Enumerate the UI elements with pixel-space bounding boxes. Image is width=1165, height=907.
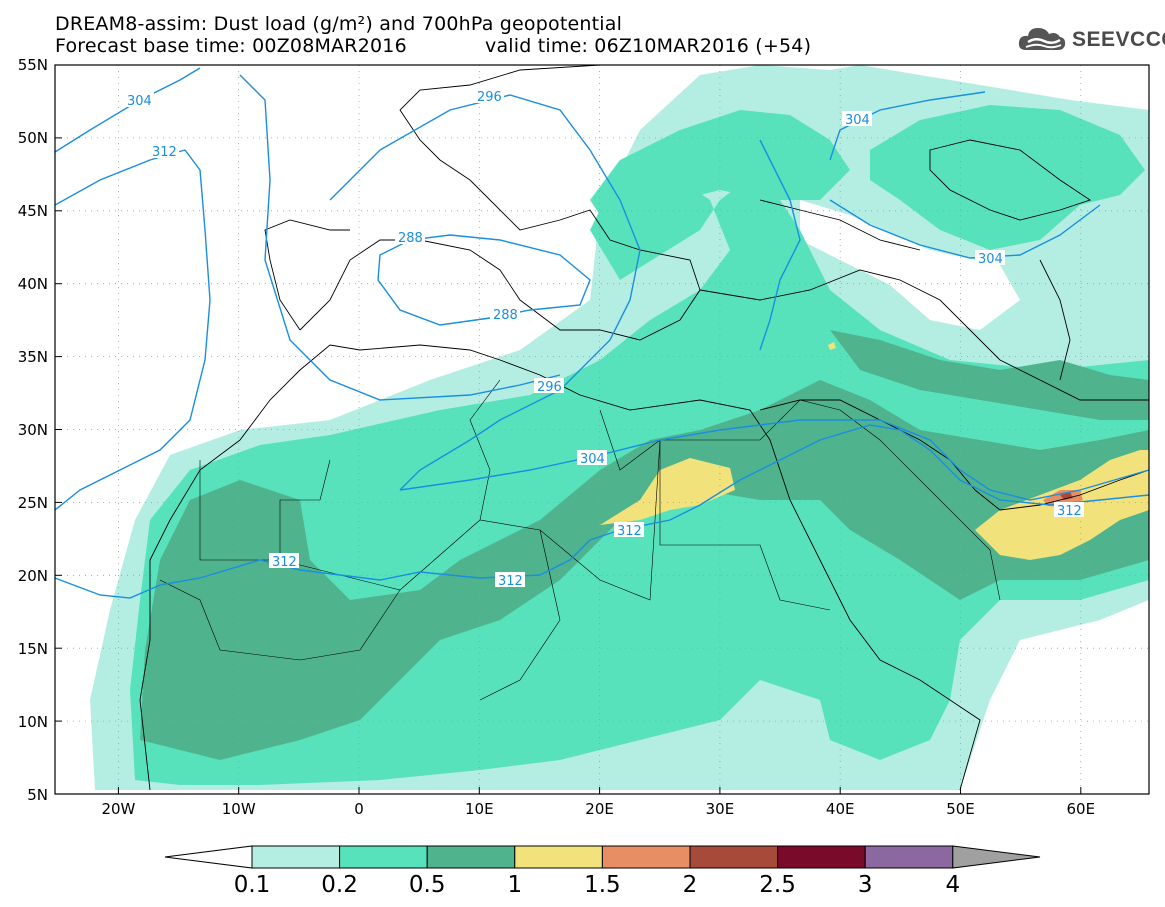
dust-shading [90,65,1149,790]
colorbar-segment [514,845,603,869]
cloud-icon [1018,28,1066,50]
valid-time: valid time: 06Z10MAR2016 (+54) [485,35,812,57]
base-time: Forecast base time: 00Z08MAR2016 [55,35,407,57]
contour-label-296-europe: 296 [477,90,502,105]
coastlines [139,65,1149,791]
map-subtitle: Forecast base time: 00Z08MAR2016 valid ti… [55,35,811,57]
seevccc-logo: SEEVCCC [1016,22,1165,56]
colorbar-segment [339,845,428,869]
colorbar-segment [689,845,779,869]
dust-level-1-egypt [600,458,735,525]
longitude-labels: 20W 10W 0 10E 20E 30E 40E 50E 60E [101,800,1095,818]
dust-level-01-hole [800,200,1020,330]
colorbar-label: 0.1 [233,872,271,898]
dust-level-02-north [590,110,850,230]
lat-label: 20N [18,567,48,585]
axis-ticks [55,64,1082,795]
contour-label-288-east: 288 [493,308,518,323]
contour-label-304-atlantic: 304 [127,94,152,109]
colorbar-label: 4 [945,872,961,898]
colorbar-label: 2.5 [759,872,796,898]
colorbar-segment-above [952,845,1041,869]
contour-label-312-egypt: 312 [617,524,642,539]
lat-label: 40N [18,275,48,293]
lon-label: 20E [585,800,614,818]
contour-label-312-atlantic: 312 [152,145,177,160]
lat-label: 15N [18,640,48,658]
lat-label: 35N [18,348,48,366]
map-title: DREAM8-assim: Dust load (g/m²) and 700hP… [55,13,623,35]
colorbar [164,845,1041,869]
contour-label-288-west: 288 [398,231,423,246]
colorbar-label: 1.5 [584,872,621,898]
contour-label-296-africa: 296 [537,380,562,395]
lat-label: 5N [27,786,48,804]
colorbar-label: 3 [857,872,873,898]
contour-label-304-east: 304 [978,252,1003,267]
contour-label-312-sahel: 312 [498,574,523,589]
lon-label: 0 [354,800,364,818]
dust-level-05-east [830,330,1149,420]
lon-label: 60E [1067,800,1096,818]
colorbar-label: 0.5 [408,872,446,898]
graticule [55,65,1149,794]
contour-label-304-north: 304 [845,113,870,128]
lon-label: 10E [465,800,494,818]
colorbar-segment-below [164,845,253,869]
contour-labels: 304 312 296 288 288 296 304 312 312 312 … [124,88,1084,589]
lat-label: 30N [18,421,48,439]
lon-label: 50E [946,800,975,818]
colorbar-label: 2 [682,872,698,898]
colorbar-segment [777,845,866,869]
colorbar-label: 1 [507,872,523,898]
lat-label: 10N [18,713,48,731]
latitude-labels: 55N 50N 45N 40N 35N 30N 25N 20N 15N 10N … [18,56,48,804]
colorbar-segment [251,845,341,869]
dust-speck [828,342,836,350]
contour-label-312-west: 312 [272,555,297,570]
lon-label: 40E [826,800,855,818]
country-borders [159,379,1001,701]
contour-label-304-africa: 304 [580,452,605,467]
lat-label: 55N [18,56,48,74]
lon-label: 20W [101,800,135,818]
dust-level-02-caspian [870,105,1145,250]
contour-label-312-oman: 312 [1057,504,1082,519]
colorbar-label: 0.2 [321,872,358,898]
colorbar-segment [426,845,516,869]
lat-label: 50N [18,129,48,147]
logo-text: SEEVCCC [1072,28,1165,51]
lat-label: 25N [18,494,48,512]
lon-label: 30E [706,800,735,818]
lat-label: 45N [18,202,48,220]
colorbar-segment [601,845,691,869]
dust-level-05 [140,380,1149,760]
lon-label: 10W [222,800,256,818]
colorbar-segment [864,845,954,869]
